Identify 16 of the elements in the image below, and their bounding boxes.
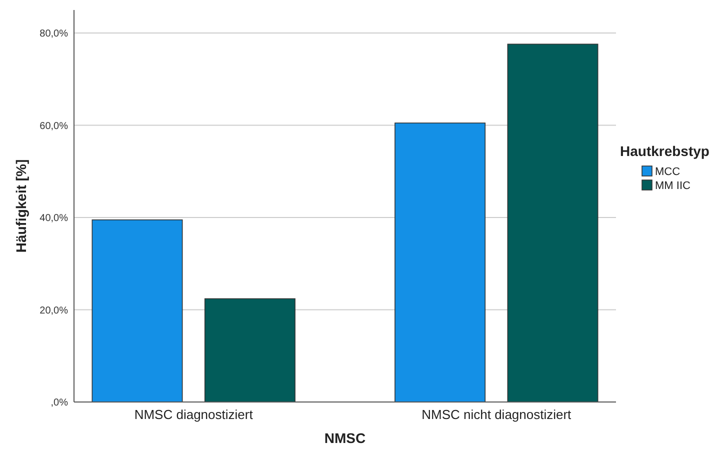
bar bbox=[92, 219, 183, 402]
y-tick-label: 80,0% bbox=[40, 28, 68, 40]
legend-label: MCC bbox=[655, 166, 680, 178]
x-axis-title: NMSC bbox=[324, 430, 366, 446]
legend-title: Hautkrebstyp bbox=[620, 143, 710, 159]
legend-label: MM IIC bbox=[655, 180, 690, 192]
bar bbox=[507, 44, 598, 402]
bar bbox=[394, 122, 486, 402]
x-tick-label: NMSC diagnostiziert bbox=[134, 407, 254, 422]
x-tick-label: NMSC nicht diagnostiziert bbox=[422, 407, 572, 422]
y-tick-label: ,0% bbox=[50, 398, 68, 408]
y-tick-label: 40,0% bbox=[40, 213, 68, 224]
y-tick-label: 60,0% bbox=[40, 120, 68, 132]
y-tick-label: 20,0% bbox=[40, 305, 68, 316]
bar bbox=[204, 298, 296, 402]
y-axis-title: Häufigkeit [%] bbox=[13, 159, 29, 253]
